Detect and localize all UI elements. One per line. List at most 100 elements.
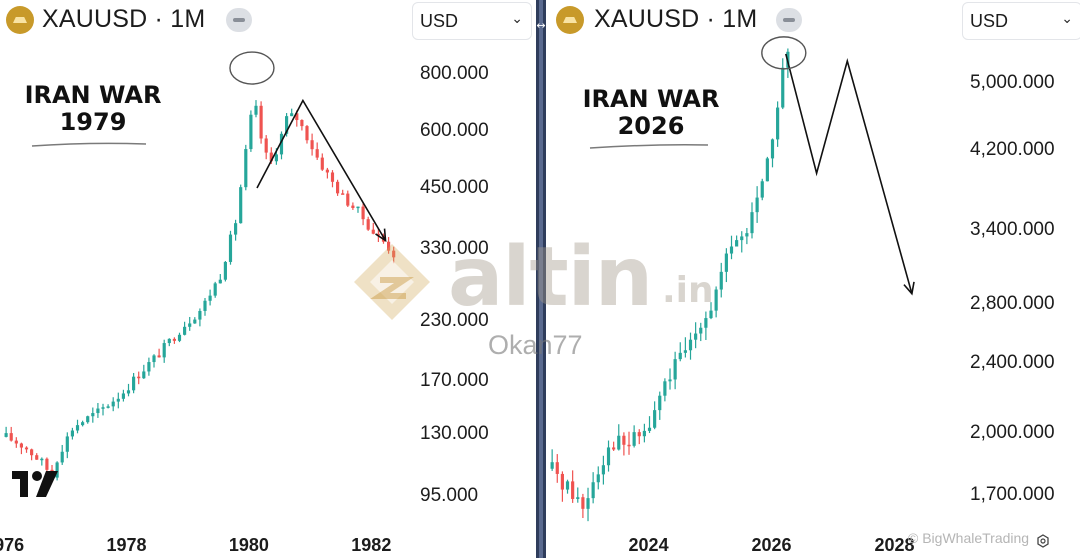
price-tick-label: 450.000 xyxy=(420,176,489,198)
candle xyxy=(714,286,718,318)
candle-body xyxy=(755,197,759,213)
candle xyxy=(688,332,693,360)
candle xyxy=(361,203,365,226)
candle xyxy=(279,131,284,160)
candle-body xyxy=(601,465,605,475)
collapse-button[interactable] xyxy=(776,8,802,32)
price-tick-label: 170.000 xyxy=(420,369,489,391)
price-tick-label: 1,700.000 xyxy=(970,483,1055,505)
chart-panel-2026[interactable]: XAUUSD · 1M USD ⌄ IRAN WAR 2026 5,000.00… xyxy=(546,0,1080,558)
candle xyxy=(750,202,754,239)
candle xyxy=(203,298,207,316)
chart-panel-1979[interactable]: XAUUSD · 1M USD ⌄ IRAN WAR 1979 800.000 6… xyxy=(0,0,536,558)
candle xyxy=(392,246,396,264)
chevron-down-icon: ⌄ xyxy=(511,10,523,26)
candle-body xyxy=(719,271,723,290)
projection-line xyxy=(256,98,387,242)
candle-body xyxy=(239,187,243,224)
candle-body xyxy=(70,430,74,437)
candle xyxy=(637,429,641,445)
resize-handle-icon[interactable]: ↔ xyxy=(536,19,546,32)
candle-body xyxy=(740,236,744,241)
candle-body xyxy=(581,497,585,509)
symbol-title[interactable]: XAUUSD · 1M xyxy=(594,5,757,34)
peak-circle-marker xyxy=(229,51,275,85)
candle xyxy=(647,416,652,434)
projection-line xyxy=(785,53,913,294)
candle xyxy=(9,426,13,442)
candle xyxy=(745,227,749,245)
candle-body xyxy=(9,433,13,441)
candle-body xyxy=(606,447,611,466)
candle xyxy=(300,119,304,131)
collapse-button[interactable] xyxy=(226,8,252,32)
time-tick-label: 2026 xyxy=(751,535,792,555)
candle-body xyxy=(550,462,554,469)
candle xyxy=(612,441,616,451)
symbol-name: XAUUSD xyxy=(42,5,148,33)
candle xyxy=(4,426,8,438)
candle xyxy=(126,383,131,397)
candle-body xyxy=(658,395,662,411)
annotation-line-1: IRAN WAR xyxy=(582,85,720,113)
candle-body xyxy=(203,300,207,311)
candle-body xyxy=(663,381,667,396)
currency-select[interactable]: USD ⌄ xyxy=(962,2,1080,40)
symbol-title[interactable]: XAUUSD · 1M xyxy=(42,5,205,34)
interval-label: 1M xyxy=(170,5,206,33)
chevron-down-icon: ⌄ xyxy=(1061,10,1073,26)
candle xyxy=(177,332,182,343)
candle xyxy=(162,339,166,363)
price-chart-2026[interactable] xyxy=(546,0,1080,558)
candle-body xyxy=(781,67,785,108)
candle-body xyxy=(632,432,636,446)
candle xyxy=(565,479,570,494)
annotation-line-2: 2026 xyxy=(617,112,685,140)
candle-body xyxy=(305,126,309,141)
candle xyxy=(653,401,657,430)
candle xyxy=(366,216,370,231)
candle-body xyxy=(14,440,18,444)
candle xyxy=(91,407,95,423)
annotation-line-2: 1979 xyxy=(59,108,127,136)
candle xyxy=(101,403,105,416)
settings-hexagon-icon[interactable] xyxy=(1036,534,1050,548)
title-separator: · xyxy=(154,5,164,33)
candle-body xyxy=(729,246,734,254)
candle-body xyxy=(310,140,314,150)
candle xyxy=(740,231,744,253)
candle xyxy=(699,322,703,342)
candle xyxy=(111,397,115,412)
candle-body xyxy=(137,376,141,379)
candle-body xyxy=(40,458,44,461)
gold-bar-icon[interactable] xyxy=(6,6,34,34)
candle-body xyxy=(132,376,136,391)
candle-body xyxy=(673,359,677,380)
candle xyxy=(683,337,687,358)
candle-body xyxy=(776,107,780,140)
candle-body xyxy=(274,154,278,162)
candle xyxy=(571,470,575,503)
panel-divider[interactable] xyxy=(536,0,546,558)
candle-body xyxy=(735,240,739,247)
candle xyxy=(632,425,636,448)
currency-select[interactable]: USD ⌄ xyxy=(412,2,532,40)
candle xyxy=(106,404,110,409)
candle xyxy=(132,372,136,394)
candle-body xyxy=(356,206,360,209)
gold-bar-icon[interactable] xyxy=(556,6,584,34)
candle-body xyxy=(183,326,187,335)
candle-body xyxy=(228,234,233,262)
candle-body xyxy=(249,114,253,150)
candle-body xyxy=(596,474,600,483)
candle-body xyxy=(35,455,39,460)
candle xyxy=(81,420,85,427)
candle xyxy=(45,457,49,474)
candle-body xyxy=(121,393,125,399)
candle xyxy=(387,237,391,254)
candle xyxy=(325,167,329,179)
candle xyxy=(673,351,677,390)
candle-body xyxy=(244,149,248,188)
price-tick-label: 2,400.000 xyxy=(970,352,1055,374)
candle-body xyxy=(111,401,115,407)
